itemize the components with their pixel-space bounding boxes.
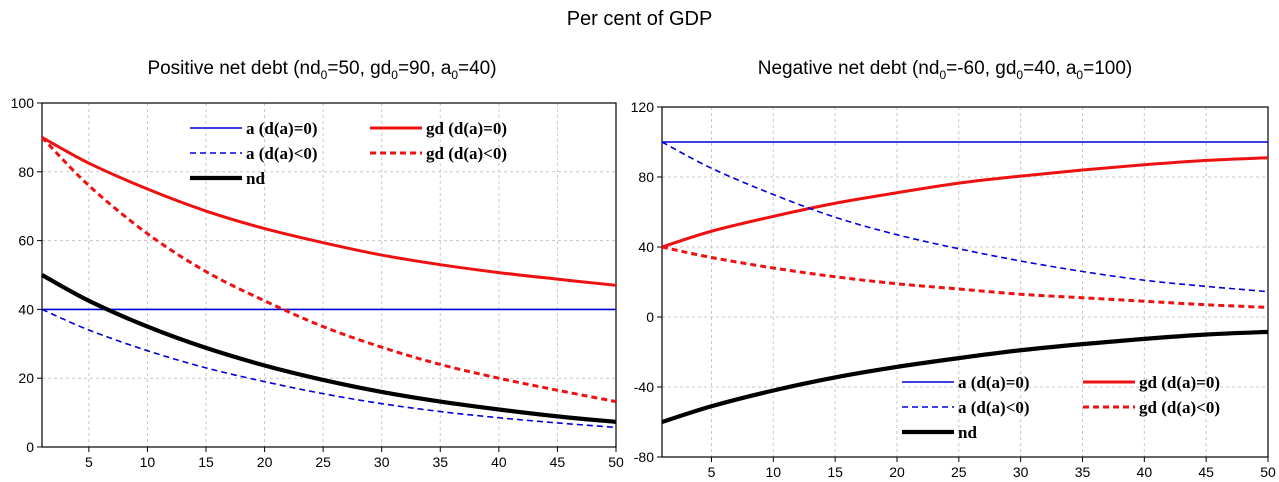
series-line-4 — [661, 329, 1269, 425]
x-tick-label: 15 — [827, 464, 843, 480]
y-tick-label: -80 — [634, 449, 654, 465]
legend-label: a (d(a)=0) — [958, 373, 1030, 392]
x-tick-label: 35 — [432, 454, 448, 470]
panel-right-title: Negative net debt (nd0=-60, gd0=40, a0=1… — [758, 58, 1132, 82]
legend-label: gd (d(a)<0) — [426, 144, 507, 163]
x-tick-label: 50 — [1260, 464, 1276, 480]
x-tick-label: 50 — [608, 454, 624, 470]
panel-left-title-sub: 0 — [451, 67, 458, 82]
x-tick-label: 45 — [1198, 464, 1214, 480]
chart-right: 5 10 15 20 25 30 35 40 45 50 -80 -40 0 40 80 120 a (d(a)… — [631, 99, 1276, 480]
chart-left: 5 10 15 20 25 30 35 40 45 50 0 20 40 60 80 100 a (d(a)=0… — [11, 95, 624, 470]
series-line-3 — [661, 245, 1269, 309]
x-tick-label: 5 — [85, 454, 93, 470]
x-tick-label: 20 — [889, 464, 905, 480]
series-line-1 — [661, 156, 1269, 249]
x-tick-label: 25 — [951, 464, 967, 480]
x-tick-label: 10 — [140, 454, 156, 470]
legend-label: a (d(a)<0) — [958, 398, 1030, 417]
legend-label: gd (d(a)=0) — [1139, 373, 1220, 392]
series-line-2 — [661, 141, 1269, 293]
panel-left-title-sub: 0 — [320, 67, 328, 82]
y-tick-label: 40 — [18, 301, 34, 317]
y-tick-label: 40 — [638, 239, 654, 255]
figure-title: Per cent of GDP — [566, 8, 713, 30]
y-tick-label: 80 — [638, 169, 654, 185]
panel-left-title-part: =90, a — [397, 58, 452, 79]
x-tick-label: 40 — [491, 454, 507, 470]
x-tick-label: 35 — [1075, 464, 1091, 480]
series-line-2 — [41, 308, 617, 429]
x-tick-label: 30 — [1013, 464, 1029, 480]
x-tick-label: 25 — [315, 454, 331, 470]
y-tick-label: 0 — [646, 309, 654, 325]
panel-left-title-part: =40) — [458, 58, 497, 79]
panel-left-title-part: Positive net debt (nd — [147, 58, 321, 79]
legend-label: a (d(a)<0) — [246, 144, 318, 163]
y-tick-label: 80 — [18, 164, 34, 180]
series-line-4 — [40, 273, 617, 424]
y-tick-label: 60 — [18, 233, 34, 249]
x-tick-label: 15 — [198, 454, 214, 470]
x-tick-label: 10 — [766, 464, 782, 480]
series-line-3 — [40, 136, 617, 404]
panel-right-title-part: =-60, gd — [946, 58, 1017, 79]
x-tick-label: 20 — [257, 454, 273, 470]
y-tick-label: 20 — [18, 370, 34, 386]
panel-right-title-sub: 0 — [1016, 67, 1024, 82]
legend-label: gd (d(a)=0) — [426, 119, 507, 138]
panel-right-title-part: =40, a — [1023, 58, 1077, 79]
y-tick-label: 100 — [11, 95, 35, 111]
panel-left-title: Positive net debt (nd0=50, gd0=90, a0=40… — [147, 58, 496, 82]
legend-label: nd — [246, 169, 265, 188]
plot-frame — [661, 106, 1269, 458]
panel-right-title-part: =100) — [1083, 58, 1133, 79]
legend-label: gd (d(a)<0) — [1139, 398, 1220, 417]
panel-right-title-sub: 0 — [939, 67, 947, 82]
y-tick-label: 120 — [631, 99, 655, 115]
x-tick-label: 30 — [374, 454, 390, 470]
x-tick-label: 5 — [708, 464, 716, 480]
y-tick-label: 0 — [26, 439, 34, 455]
legend-label: a (d(a)=0) — [246, 119, 318, 138]
x-tick-label: 40 — [1137, 464, 1153, 480]
panel-left-title-part: =50, gd — [327, 58, 392, 79]
panel-left-title-sub: 0 — [391, 67, 398, 82]
y-tick-label: -40 — [634, 379, 654, 395]
panel-right-title-part: Negative net debt (nd — [757, 58, 940, 79]
legend-label: nd — [958, 423, 977, 442]
panel-right-title-sub: 0 — [1076, 67, 1084, 82]
x-tick-label: 45 — [550, 454, 566, 470]
series-line-1 — [41, 136, 617, 287]
